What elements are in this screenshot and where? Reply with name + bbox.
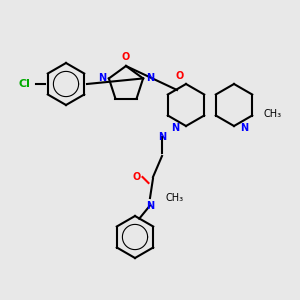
Text: N: N (240, 123, 249, 133)
Text: N: N (146, 74, 154, 83)
Text: N: N (146, 201, 154, 211)
Text: Cl: Cl (18, 79, 30, 89)
Text: CH₃: CH₃ (165, 193, 183, 203)
Text: CH₃: CH₃ (264, 109, 282, 119)
Text: O: O (176, 71, 184, 81)
Text: N: N (98, 74, 106, 83)
Text: N: N (171, 123, 180, 133)
Text: O: O (133, 172, 141, 182)
Text: O: O (122, 52, 130, 61)
Text: N: N (158, 132, 166, 142)
